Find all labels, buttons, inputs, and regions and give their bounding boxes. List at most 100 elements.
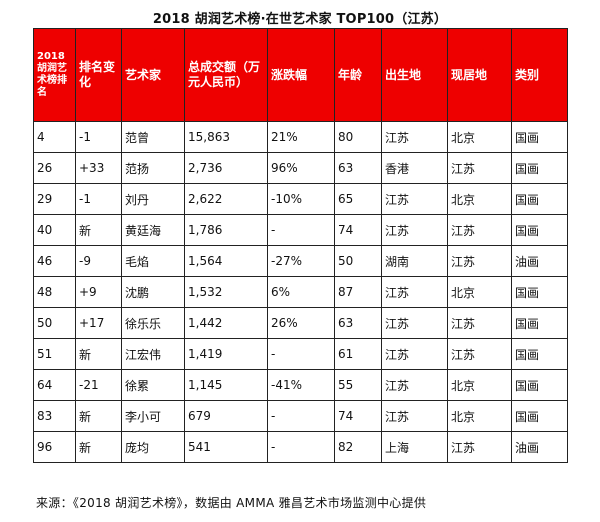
cell-growth: -27% xyxy=(267,245,335,277)
cell-growth: - xyxy=(267,400,335,432)
header-residence: 现居地 xyxy=(447,28,512,122)
cell-age: 65 xyxy=(334,183,382,215)
cell-change: 新 xyxy=(75,400,122,432)
cell-age: 50 xyxy=(334,245,382,277)
cell-category: 国画 xyxy=(511,338,568,370)
cell-category: 油画 xyxy=(511,245,568,277)
cell-artist: 沈鹏 xyxy=(121,276,185,308)
cell-residence: 江苏 xyxy=(447,214,512,246)
cell-artist: 黄廷海 xyxy=(121,214,185,246)
cell-turnover: 541 xyxy=(184,431,268,463)
cell-change: 新 xyxy=(75,431,122,463)
cell-change: +9 xyxy=(75,276,122,308)
table-title: 2018 胡润艺术榜·在世艺术家 TOP100（江苏） xyxy=(152,12,448,27)
header-row: 2018胡润艺术榜排名 排名变化 艺术家 总成交额（万元人民币） 涨跌幅 年龄 … xyxy=(33,28,568,122)
cell-age: 74 xyxy=(334,400,382,432)
cell-age: 80 xyxy=(334,121,382,153)
cell-category: 国画 xyxy=(511,400,568,432)
header-turnover: 总成交额（万元人民币） xyxy=(184,28,268,122)
cell-category: 国画 xyxy=(511,183,568,215)
cell-growth: 21% xyxy=(267,121,335,153)
table-row: 83 新李小可 679-74 江苏 北京 国画 xyxy=(33,400,568,432)
cell-residence: 江苏 xyxy=(447,245,512,277)
cell-rank: 51 xyxy=(33,338,76,370)
cell-turnover: 679 xyxy=(184,400,268,432)
cell-change: -9 xyxy=(75,245,122,277)
cell-age: 82 xyxy=(334,431,382,463)
header-age: 年龄 xyxy=(334,28,382,122)
cell-change: +17 xyxy=(75,307,122,339)
artist-ranking-table: 2018胡润艺术榜排名 排名变化 艺术家 总成交额（万元人民币） 涨跌幅 年龄 … xyxy=(33,28,568,463)
cell-birthplace: 香港 xyxy=(381,152,448,184)
cell-category: 国画 xyxy=(511,152,568,184)
cell-rank: 64 xyxy=(33,369,76,401)
cell-change: -1 xyxy=(75,121,122,153)
cell-growth: 26% xyxy=(267,307,335,339)
cell-birthplace: 江苏 xyxy=(381,214,448,246)
cell-change: 新 xyxy=(75,214,122,246)
table-row: 29 -1 刘丹 2,622 -10% 65 江苏 北京 国画 xyxy=(33,183,568,215)
cell-artist: 徐累 xyxy=(121,369,185,401)
header-change: 排名变化 xyxy=(75,28,122,122)
cell-turnover: 1,442 xyxy=(184,307,268,339)
header-artist: 艺术家 xyxy=(121,28,185,122)
cell-growth: -10% xyxy=(267,183,335,215)
cell-artist: 毛焰 xyxy=(121,245,185,277)
table-row: 64 -21 徐累 1,145 -41% 55 江苏 北京 国画 xyxy=(33,369,568,401)
table-row: 51 新江宏伟 1,419-61 江苏 江苏 国画 xyxy=(33,338,568,370)
cell-rank: 26 xyxy=(33,152,76,184)
cell-residence: 江苏 xyxy=(447,152,512,184)
cell-artist: 徐乐乐 xyxy=(121,307,185,339)
cell-artist: 江宏伟 xyxy=(121,338,185,370)
cell-turnover: 1,145 xyxy=(184,369,268,401)
cell-turnover: 15,863 xyxy=(184,121,268,153)
cell-rank: 29 xyxy=(33,183,76,215)
cell-rank: 46 xyxy=(33,245,76,277)
header-growth: 涨跌幅 xyxy=(267,28,335,122)
cell-change: 新 xyxy=(75,338,122,370)
cell-residence: 北京 xyxy=(447,276,512,308)
cell-age: 87 xyxy=(334,276,382,308)
cell-rank: 96 xyxy=(33,431,76,463)
cell-birthplace: 江苏 xyxy=(381,400,448,432)
cell-category: 油画 xyxy=(511,431,568,463)
cell-age: 61 xyxy=(334,338,382,370)
cell-turnover: 1,419 xyxy=(184,338,268,370)
cell-category: 国画 xyxy=(511,214,568,246)
cell-residence: 北京 xyxy=(447,183,512,215)
source-note: 来源：《2018 胡润艺术榜》，数据由 AMMA 雅昌艺术市场监测中心提供 xyxy=(36,496,427,510)
cell-change: -21 xyxy=(75,369,122,401)
cell-residence: 江苏 xyxy=(447,338,512,370)
table-row: 4 -1 范曾 15,863 21% 80 江苏 北京 国画 xyxy=(33,121,568,153)
cell-rank: 4 xyxy=(33,121,76,153)
cell-residence: 江苏 xyxy=(447,307,512,339)
cell-change: +33 xyxy=(75,152,122,184)
cell-artist: 范扬 xyxy=(121,152,185,184)
cell-growth: - xyxy=(267,338,335,370)
cell-age: 74 xyxy=(334,214,382,246)
cell-artist: 庞均 xyxy=(121,431,185,463)
cell-residence: 北京 xyxy=(447,121,512,153)
cell-category: 国画 xyxy=(511,121,568,153)
cell-turnover: 1,532 xyxy=(184,276,268,308)
cell-category: 国画 xyxy=(511,369,568,401)
cell-birthplace: 江苏 xyxy=(381,121,448,153)
cell-growth: - xyxy=(267,214,335,246)
cell-rank: 83 xyxy=(33,400,76,432)
cell-rank: 50 xyxy=(33,307,76,339)
cell-rank: 40 xyxy=(33,214,76,246)
cell-birthplace: 江苏 xyxy=(381,183,448,215)
table-row: 46 -9 毛焰 1,564 -27% 50 湖南 江苏 油画 xyxy=(33,245,568,277)
cell-artist: 范曾 xyxy=(121,121,185,153)
table-row: 26 +33 范扬 2,736 96% 63 香港 江苏 国画 xyxy=(33,152,568,184)
cell-turnover: 2,622 xyxy=(184,183,268,215)
table-row: 48 +9 沈鹏 1,532 6% 87 江苏 北京 国画 xyxy=(33,276,568,308)
cell-category: 国画 xyxy=(511,307,568,339)
header-rank: 2018胡润艺术榜排名 xyxy=(33,28,76,122)
cell-artist: 李小可 xyxy=(121,400,185,432)
cell-age: 63 xyxy=(334,152,382,184)
cell-category: 国画 xyxy=(511,276,568,308)
header-birthplace: 出生地 xyxy=(381,28,448,122)
cell-change: -1 xyxy=(75,183,122,215)
cell-age: 55 xyxy=(334,369,382,401)
